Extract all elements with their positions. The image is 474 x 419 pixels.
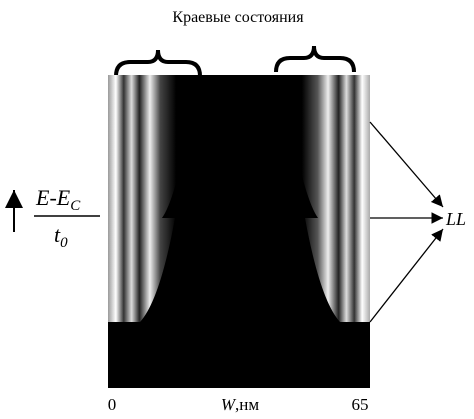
figure: Краевые состояния LL E-EC t0 0 W,нм 65 — [0, 0, 474, 419]
x-end: 65 — [352, 395, 369, 414]
numerator: E-E — [35, 185, 71, 210]
left-brace — [116, 50, 200, 76]
spectrum-image — [108, 75, 370, 388]
band-dark — [108, 322, 370, 388]
y-label-denominator: t0 — [54, 222, 68, 251]
arrow — [370, 122, 443, 207]
x-label: W,нм — [221, 395, 260, 414]
x-start: 0 — [108, 395, 117, 414]
title: Краевые состояния — [172, 9, 304, 26]
y-label-numerator: E-EC — [35, 185, 81, 214]
right-brace — [276, 46, 354, 72]
level-label: LL — [445, 209, 466, 229]
numerator-sub: C — [70, 198, 81, 214]
denominator-sub: 0 — [60, 235, 68, 251]
arrow — [370, 229, 443, 322]
x-unit: ,нм — [235, 395, 259, 414]
